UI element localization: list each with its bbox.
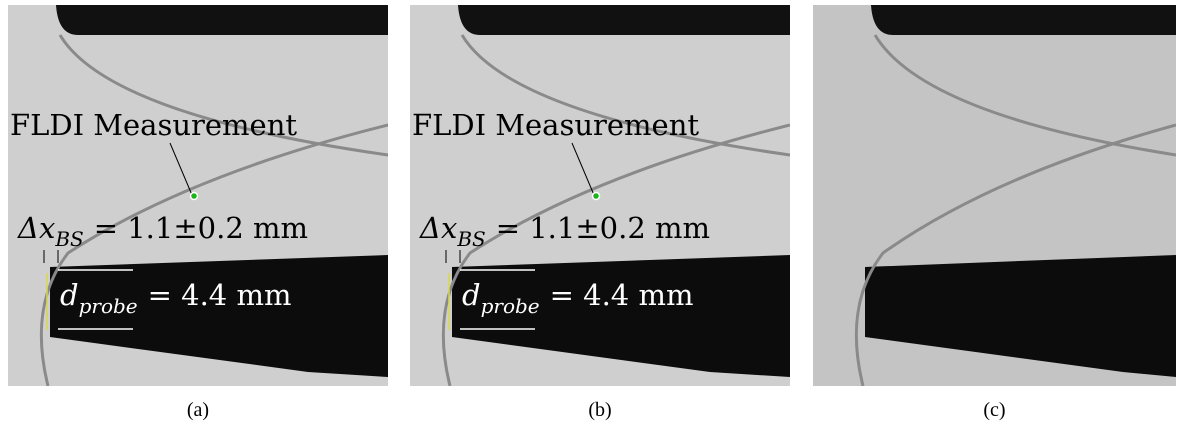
subscript: probe: [79, 294, 138, 318]
bow-shock: [441, 123, 790, 386]
upper-body: [458, 5, 790, 35]
symbol: d: [60, 278, 79, 312]
leader-line: [169, 142, 193, 196]
value: = 4.4 mm: [148, 278, 292, 312]
schlieren-image: [813, 5, 1176, 386]
value: = 1.1±0.2 mm: [496, 211, 710, 245]
upper-shock: [460, 34, 790, 157]
panel-label: (b): [588, 399, 611, 421]
panel: FLDI Measurement ΔxBS = 1.1±0.2 mm dprobe = …: [8, 5, 388, 421]
symbol: Δx: [17, 211, 55, 245]
symbol: Δx: [419, 211, 457, 245]
panel: (c): [813, 5, 1176, 421]
bow-shock: [854, 123, 1176, 386]
symbol: d: [462, 278, 481, 312]
bow-shock: [39, 123, 388, 386]
upper-shock: [873, 34, 1176, 157]
upper-body: [871, 5, 1176, 35]
upper-shock: [58, 34, 388, 157]
probe: [452, 255, 790, 377]
value: = 4.4 mm: [550, 278, 694, 312]
measurement-label: FLDI Measurement: [10, 108, 297, 142]
measurement-label: FLDI Measurement: [412, 108, 699, 142]
leader-line: [571, 142, 595, 196]
probe: [50, 255, 388, 377]
probe-label: dprobe = 4.4 mm: [462, 278, 693, 318]
measurement-point: [591, 191, 601, 201]
schlieren-image: [8, 5, 388, 386]
subscript: probe: [481, 294, 540, 318]
probe-label: dprobe = 4.4 mm: [60, 278, 291, 318]
standoff-label: ΔxBS = 1.1±0.2 mm: [17, 211, 308, 251]
panel: FLDI Measurement ΔxBS = 1.1±0.2 mm dprobe = …: [410, 5, 790, 421]
panel-label: (a): [187, 399, 209, 421]
value: = 1.1±0.2 mm: [94, 211, 308, 245]
subscript: BS: [456, 227, 485, 251]
panel-label: (c): [983, 399, 1005, 421]
measurement-point: [189, 191, 199, 201]
probe: [865, 255, 1176, 377]
upper-body: [56, 5, 388, 35]
standoff-label: ΔxBS = 1.1±0.2 mm: [419, 211, 710, 251]
subscript: BS: [54, 227, 83, 251]
